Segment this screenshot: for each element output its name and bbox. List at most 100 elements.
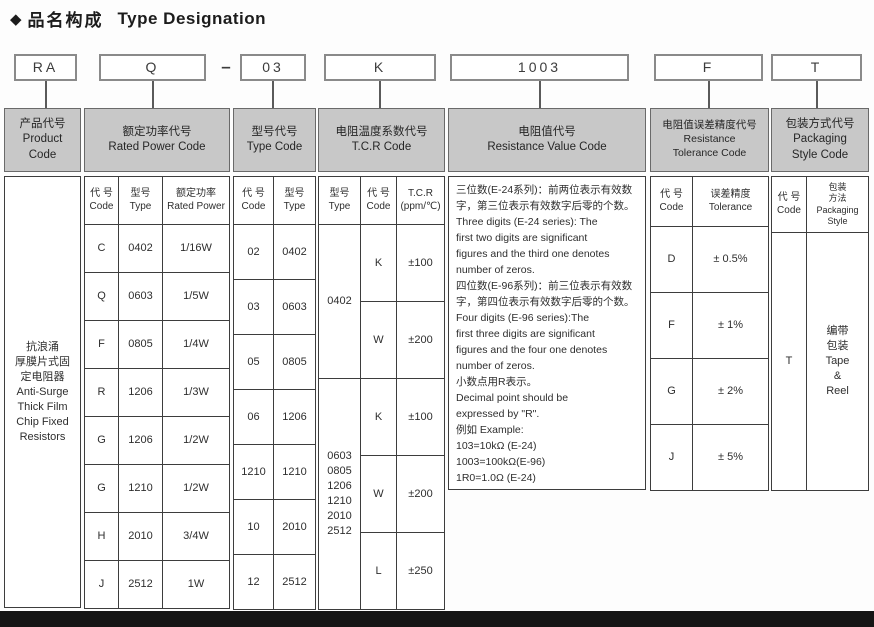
table-row: J 2512 1W bbox=[84, 560, 230, 609]
header-product-code: 产品代号 Product Code bbox=[4, 108, 81, 172]
table-cell: C bbox=[84, 224, 119, 273]
header-tolerance: 电阻值误差精度代号 Resistance Tolerance Code bbox=[650, 108, 769, 172]
table-row: L ±250 bbox=[319, 532, 445, 610]
table-cell: 1206 bbox=[118, 416, 163, 465]
table-cell: 2512 bbox=[273, 554, 316, 610]
header-resistance-value: 电阻值代号 Resistance Value Code bbox=[448, 108, 646, 172]
column-header: 额定功率 Rated Power bbox=[162, 176, 230, 225]
table-cell: G bbox=[84, 416, 119, 465]
table-row: D ± 0.5% bbox=[650, 226, 769, 293]
diamond-icon: ◆ bbox=[10, 10, 22, 28]
table-row: F 0805 1/4W bbox=[84, 320, 230, 369]
code-box-packaging: T bbox=[771, 54, 862, 81]
product-description: 抗浪涌 厚膜片式固 定电阻器 Anti-Surge Thick Film Chi… bbox=[4, 176, 81, 608]
table-cell: 2010 bbox=[273, 499, 316, 555]
table-cell: ± 0.5% bbox=[692, 226, 769, 293]
header-packaging: 包装方式代号 Packaging Style Code bbox=[771, 108, 869, 172]
column-header: 型号 Type bbox=[118, 176, 163, 225]
table-cell: 10 bbox=[233, 499, 274, 555]
table-cell: 1W bbox=[162, 560, 230, 609]
table-cell: ±250 bbox=[396, 532, 445, 610]
table-cell: ±100 bbox=[396, 378, 445, 456]
table-cell: K bbox=[360, 224, 397, 302]
table-cell: ± 5% bbox=[692, 424, 769, 491]
table-cell: 12 bbox=[233, 554, 274, 610]
page-title-en: Type Designation bbox=[117, 8, 266, 28]
table-cell: F bbox=[650, 292, 693, 359]
table-cell: ±100 bbox=[396, 224, 445, 302]
table-cell: F bbox=[84, 320, 119, 369]
table-row: 03 0603 bbox=[233, 279, 316, 335]
code-box-resistance: 1003 bbox=[450, 54, 629, 81]
table-cell: W bbox=[360, 301, 397, 379]
table-cell: 1210 bbox=[118, 464, 163, 513]
table-cell: 02 bbox=[233, 224, 274, 280]
table-row: 0603 0805 1206 1210 2010 2512 K ±100 bbox=[318, 378, 445, 610]
table-row: H 2010 3/4W bbox=[84, 512, 230, 561]
table-row: 0402 K ±100 bbox=[318, 224, 445, 379]
table-cell: G bbox=[650, 358, 693, 425]
table-cell-type-group: 0603 0805 1206 1210 2010 2512 bbox=[318, 378, 361, 610]
table-cell: 1/2W bbox=[162, 464, 230, 513]
column-header: 误差精度 Tolerance bbox=[692, 176, 769, 227]
code-box-power: Q bbox=[99, 54, 206, 81]
table-cell: K bbox=[360, 378, 397, 456]
table-cell: 1/4W bbox=[162, 320, 230, 369]
bottom-black-bar bbox=[0, 611, 874, 627]
connector-line bbox=[45, 81, 47, 108]
table-cell: 05 bbox=[233, 334, 274, 390]
table-cell-type-group: 0402 bbox=[318, 224, 361, 379]
table-cell: L bbox=[360, 532, 397, 610]
table-row: Q 0603 1/5W bbox=[84, 272, 230, 321]
table-cell: 0603 bbox=[118, 272, 163, 321]
table-cell: 3/4W bbox=[162, 512, 230, 561]
code-box-product: RA bbox=[14, 54, 77, 81]
table-cell: 2512 bbox=[118, 560, 163, 609]
column-header: 代 号 Code bbox=[233, 176, 274, 225]
table-cell: 编带 包装 Tape & Reel bbox=[806, 232, 869, 491]
table-cell: Q bbox=[84, 272, 119, 321]
table-cell: 2010 bbox=[118, 512, 163, 561]
table-row: F ± 1% bbox=[650, 292, 769, 359]
code-separator: – bbox=[221, 57, 231, 76]
header-type-code: 型号代号 Type Code bbox=[233, 108, 316, 172]
table-cell: 1210 bbox=[233, 444, 274, 500]
type-code-table: 代 号 Code 型号 Type 02 0402 03 0603 05 0805… bbox=[233, 176, 316, 610]
tcr-table: 型号 Type 代 号 Code T.C.R (ppm/℃) 0402 K ±1… bbox=[318, 176, 445, 610]
table-cell: 1/3W bbox=[162, 368, 230, 417]
packaging-table: 代 号 Code 包装 方法 Packaging Style T 编带 包装 T… bbox=[771, 176, 869, 491]
table-row: 1210 1210 bbox=[233, 444, 316, 500]
table-row: C 0402 1/16W bbox=[84, 224, 230, 273]
table-cell: J bbox=[650, 424, 693, 491]
table-row: 05 0805 bbox=[233, 334, 316, 390]
table-cell: 1/2W bbox=[162, 416, 230, 465]
column-header: 代 号 Code bbox=[650, 176, 693, 227]
code-box-tcr: K bbox=[324, 54, 436, 81]
table-cell: 0402 bbox=[118, 224, 163, 273]
code-box-type: 03 bbox=[240, 54, 306, 81]
column-header: 代 号 Code bbox=[360, 176, 397, 225]
tolerance-table: 代 号 Code 误差精度 Tolerance D ± 0.5% F ± 1% … bbox=[650, 176, 769, 491]
table-row: 12 2512 bbox=[233, 554, 316, 610]
table-cell: 0402 bbox=[273, 224, 316, 280]
table-cell: G bbox=[84, 464, 119, 513]
header-tcr-code: 电阻温度系数代号 T.C.R Code bbox=[318, 108, 445, 172]
table-cell: ± 2% bbox=[692, 358, 769, 425]
code-box-tolerance: F bbox=[654, 54, 763, 81]
column-header: 型号 Type bbox=[318, 176, 361, 225]
table-cell: ± 1% bbox=[692, 292, 769, 359]
table-cell: T bbox=[771, 232, 807, 491]
page-title: ◆ 品名构成 Type Designation bbox=[10, 6, 266, 31]
table-cell: 03 bbox=[233, 279, 274, 335]
column-header: 型号 Type bbox=[273, 176, 316, 225]
table-cell: H bbox=[84, 512, 119, 561]
table-cell: 1206 bbox=[118, 368, 163, 417]
table-cell: 1210 bbox=[273, 444, 316, 500]
page-title-zh: 品名构成 bbox=[27, 11, 104, 30]
table-row: T 编带 包装 Tape & Reel bbox=[771, 232, 869, 491]
table-row: G 1206 1/2W bbox=[84, 416, 230, 465]
table-cell: 06 bbox=[233, 389, 274, 445]
connector-line bbox=[708, 81, 710, 108]
connector-line bbox=[539, 81, 541, 108]
